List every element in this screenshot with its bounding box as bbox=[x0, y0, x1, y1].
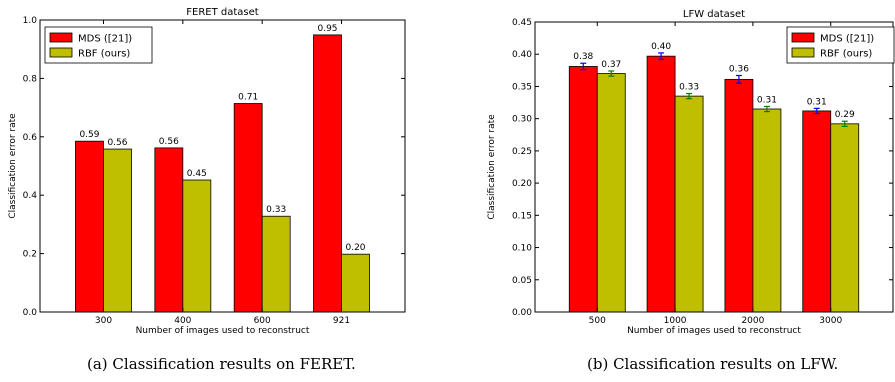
legend-label-rbf: RBF (ours) bbox=[820, 49, 872, 60]
data-label: 0.45 bbox=[187, 169, 207, 179]
data-label: 0.20 bbox=[345, 243, 365, 253]
bar-rbf bbox=[103, 149, 131, 312]
bar-rbf bbox=[342, 254, 370, 312]
bar-rbf bbox=[831, 124, 859, 312]
bar-mds bbox=[647, 56, 675, 312]
data-label: 0.71 bbox=[238, 93, 258, 103]
y-tick-label: 1.0 bbox=[23, 16, 38, 26]
y-tick-label: 0.35 bbox=[512, 82, 532, 92]
y-tick-label: 0.25 bbox=[512, 147, 532, 157]
data-label: 0.31 bbox=[757, 95, 777, 105]
legend-swatch-mds bbox=[792, 33, 814, 42]
x-tick-label: 500 bbox=[589, 316, 606, 326]
bar-mds bbox=[314, 35, 342, 312]
data-label: 0.29 bbox=[835, 110, 855, 120]
x-tick-label: 400 bbox=[174, 316, 191, 326]
y-tick-label: 0.10 bbox=[512, 244, 532, 254]
data-label: 0.33 bbox=[266, 205, 286, 215]
bar-mds bbox=[569, 66, 597, 312]
x-tick-label: 2000 bbox=[741, 316, 764, 326]
y-tick-label: 0.0 bbox=[23, 308, 38, 318]
caption-feret: (a) Classification results on FERET. bbox=[87, 355, 356, 373]
caption-lfw: (b) Classification results on LFW. bbox=[587, 355, 838, 373]
bar-mds bbox=[803, 111, 831, 312]
y-tick-label: 0.15 bbox=[512, 211, 532, 221]
data-label: 0.40 bbox=[651, 42, 671, 52]
y-tick-label: 0.45 bbox=[512, 18, 532, 28]
y-axis-label: Classification error rate bbox=[487, 114, 497, 220]
bar-mds bbox=[155, 148, 183, 312]
bar-mds bbox=[725, 79, 753, 312]
data-label: 0.37 bbox=[601, 60, 621, 70]
chart-title: LFW dataset bbox=[683, 9, 745, 20]
legend: MDS ([21]) RBF (ours) bbox=[45, 27, 152, 63]
x-tick-label: 1000 bbox=[664, 316, 687, 326]
bar-mds bbox=[234, 104, 262, 312]
chart-panel-2: LFW dataset 0.00 0.05 0.10 0.15 0.20 0.25 0.30 0… bbox=[487, 9, 894, 336]
bar-rbf bbox=[183, 180, 211, 312]
data-label: 0.38 bbox=[573, 52, 593, 62]
data-label: 0.31 bbox=[807, 97, 827, 107]
y-tick-label: 0.4 bbox=[23, 191, 38, 201]
legend-swatch-rbf bbox=[50, 48, 72, 57]
bar-rbf bbox=[753, 109, 781, 312]
bar-rbf bbox=[262, 216, 290, 312]
legend-swatch-rbf bbox=[792, 48, 814, 57]
y-tick-label: 0.20 bbox=[512, 179, 532, 189]
data-label: 0.56 bbox=[107, 138, 127, 148]
legend-label-rbf: RBF (ours) bbox=[78, 49, 130, 60]
y-tick-label: 0.40 bbox=[512, 50, 532, 60]
legend-label-mds: MDS ([21]) bbox=[78, 34, 132, 45]
x-axis-label: Number of images used to reconstruct bbox=[136, 326, 310, 336]
data-label: 0.59 bbox=[79, 130, 99, 140]
y-tick-label: 0.6 bbox=[23, 133, 38, 143]
y-tick-label: 0.05 bbox=[512, 276, 532, 286]
bar-mds bbox=[75, 141, 103, 312]
chart-title: FERET dataset bbox=[186, 7, 259, 18]
bar-rbf bbox=[597, 74, 625, 312]
x-tick-label: 600 bbox=[254, 316, 271, 326]
y-axis-label: Classification error rate bbox=[8, 113, 18, 219]
data-label: 0.36 bbox=[729, 64, 749, 74]
chart-panel-1: FERET dataset 0.0 0.2 0.4 0.6 0.8 1.0 Classific… bbox=[8, 7, 405, 336]
x-axis-label: Number of images used to reconstruct bbox=[627, 326, 801, 336]
x-tick-label: 300 bbox=[95, 316, 112, 326]
bar-rbf bbox=[675, 96, 703, 312]
data-label: 0.95 bbox=[317, 24, 337, 34]
x-tick-label: 921 bbox=[333, 316, 350, 326]
y-tick-label: 0.2 bbox=[23, 250, 37, 260]
y-tick-label: 0.8 bbox=[23, 74, 38, 84]
data-label: 0.33 bbox=[679, 83, 699, 93]
y-tick-label: 0.30 bbox=[512, 115, 532, 125]
x-tick-label: 3000 bbox=[819, 316, 842, 326]
legend-label-mds: MDS ([21]) bbox=[820, 34, 874, 45]
legend: MDS ([21]) RBF (ours) bbox=[787, 27, 894, 63]
data-label: 0.56 bbox=[159, 137, 179, 147]
y-tick-label: 0.00 bbox=[512, 308, 532, 318]
legend-swatch-mds bbox=[50, 33, 72, 42]
